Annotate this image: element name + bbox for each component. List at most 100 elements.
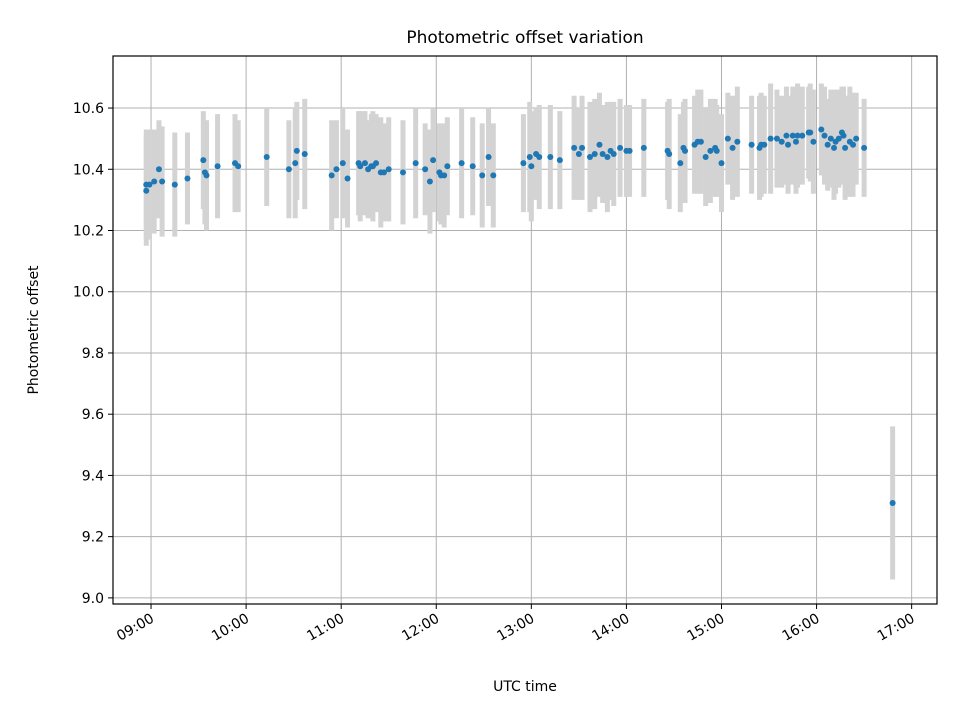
data-point	[200, 157, 207, 164]
data-point	[469, 163, 476, 170]
data-point	[748, 141, 755, 148]
data-point	[399, 169, 406, 176]
data-point	[203, 172, 210, 179]
data-point	[426, 178, 433, 185]
data-point	[155, 166, 162, 173]
data-point	[677, 160, 684, 167]
data-point	[339, 160, 346, 167]
data-point	[682, 147, 689, 154]
data-point	[571, 144, 578, 151]
data-point	[458, 160, 465, 167]
data-point	[617, 144, 624, 151]
data-point	[214, 163, 221, 170]
data-point	[422, 166, 429, 173]
data-point	[412, 160, 419, 167]
data-point	[767, 135, 774, 142]
data-point	[599, 150, 606, 157]
data-point	[713, 147, 720, 154]
y-axis-ticks: 9.0 9.2 9.4 9.6 9.8 10.0 10.2 10.4 10.6	[73, 101, 113, 607]
y-tick-label: 9.4	[82, 468, 104, 484]
x-axis-label: UTC time	[493, 679, 557, 695]
data-point	[520, 160, 527, 167]
data-point	[479, 172, 486, 179]
data-point	[357, 163, 364, 170]
y-tick-label: 9.8	[82, 346, 104, 362]
data-point	[778, 138, 785, 145]
data-point	[528, 163, 535, 170]
data-point	[586, 154, 593, 161]
data-point	[718, 160, 725, 167]
data-point	[285, 166, 292, 173]
data-point	[263, 154, 270, 161]
data-point	[840, 132, 847, 139]
data-point	[824, 141, 831, 148]
data-point	[729, 144, 736, 151]
data-point	[151, 178, 158, 185]
data-point	[441, 172, 448, 179]
data-point	[789, 132, 796, 139]
data-point	[385, 166, 392, 173]
data-points	[143, 126, 896, 506]
data-point	[380, 169, 387, 176]
data-point	[799, 132, 806, 139]
y-tick-label: 9.2	[82, 530, 104, 546]
data-point	[171, 181, 178, 188]
y-tick-label: 10.4	[73, 162, 104, 178]
data-point	[604, 154, 611, 161]
data-point	[490, 172, 497, 179]
data-point	[794, 132, 801, 139]
data-point	[785, 141, 792, 148]
data-point	[292, 160, 299, 167]
data-point	[596, 141, 603, 148]
y-tick-label: 10.0	[73, 285, 104, 301]
data-point	[835, 135, 842, 142]
data-point	[146, 181, 153, 188]
data-point	[235, 163, 242, 170]
data-point	[702, 154, 709, 161]
data-point	[783, 132, 790, 139]
data-point	[610, 150, 617, 157]
data-point	[485, 154, 492, 161]
data-point	[293, 147, 300, 154]
data-point	[328, 172, 335, 179]
data-point	[301, 150, 308, 157]
data-point	[579, 144, 586, 151]
data-point	[575, 150, 582, 157]
data-point	[640, 144, 647, 151]
data-point	[734, 138, 741, 145]
data-point	[807, 129, 814, 136]
data-point	[850, 141, 857, 148]
data-point	[666, 150, 673, 157]
data-point	[591, 150, 598, 157]
data-point	[547, 154, 554, 161]
data-point	[333, 166, 340, 173]
data-point	[344, 175, 351, 182]
data-point	[430, 157, 437, 164]
y-tick-label: 9.6	[82, 407, 104, 423]
data-point	[143, 187, 150, 194]
data-point	[707, 147, 714, 154]
data-point	[536, 154, 543, 161]
data-point	[626, 147, 633, 154]
data-point	[773, 135, 780, 142]
data-point	[444, 163, 451, 170]
data-point	[697, 138, 704, 145]
data-point	[159, 178, 166, 185]
data-point	[842, 144, 849, 151]
plot-frame	[112, 55, 938, 605]
y-tick-label: 10.6	[73, 101, 104, 117]
data-point	[818, 126, 825, 133]
data-point	[861, 144, 868, 151]
data-point	[373, 160, 380, 167]
chart-title: Photometric offset variation	[406, 28, 643, 48]
data-point	[556, 157, 563, 164]
y-axis-label: Photometric offset	[26, 265, 42, 395]
y-tick-label: 10.2	[73, 224, 104, 240]
data-point	[889, 499, 896, 506]
data-point	[761, 141, 768, 148]
data-point	[526, 154, 533, 161]
data-point	[184, 175, 191, 182]
data-point	[827, 135, 834, 142]
data-point	[821, 132, 828, 139]
